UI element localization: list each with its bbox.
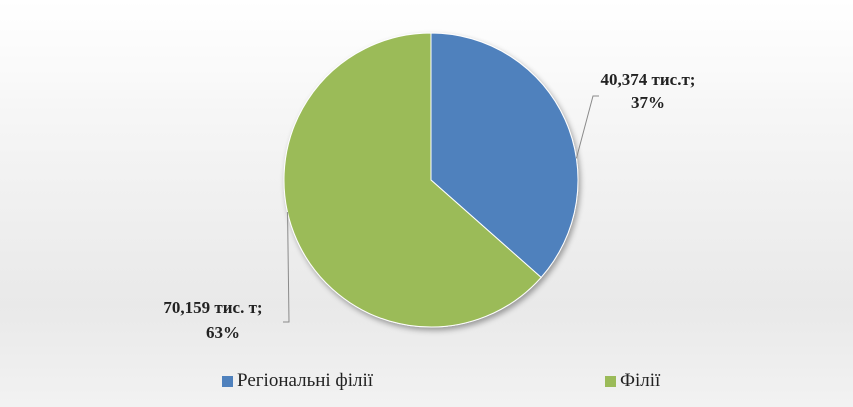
pie-slice-branches — [283, 32, 542, 328]
slice-label-branches-value: 70,159 тис. т; — [163, 298, 262, 317]
legend-swatch-branches — [605, 375, 616, 387]
legend-label-branches: Філії — [620, 370, 661, 391]
leader-lines — [283, 95, 599, 323]
legend-swatch-regional — [222, 375, 233, 387]
legend-label-regional: Регіональні філії — [237, 370, 374, 391]
slice-label-regional-percent: 37% — [631, 93, 665, 112]
slice-label-branches-percent: 63% — [206, 323, 240, 342]
leader-line-regional — [575, 95, 599, 159]
legend-item-regional: Регіональні філії — [222, 367, 373, 395]
slice-label-regional-value: 40,374 тис.т; — [601, 70, 696, 89]
pie-slices — [283, 32, 579, 328]
legend-item-branches: Філії — [605, 367, 660, 395]
legend: Регіональні філії Філії — [0, 367, 853, 395]
leader-line-branches — [283, 212, 290, 323]
pie-slice-regional — [430, 32, 579, 279]
